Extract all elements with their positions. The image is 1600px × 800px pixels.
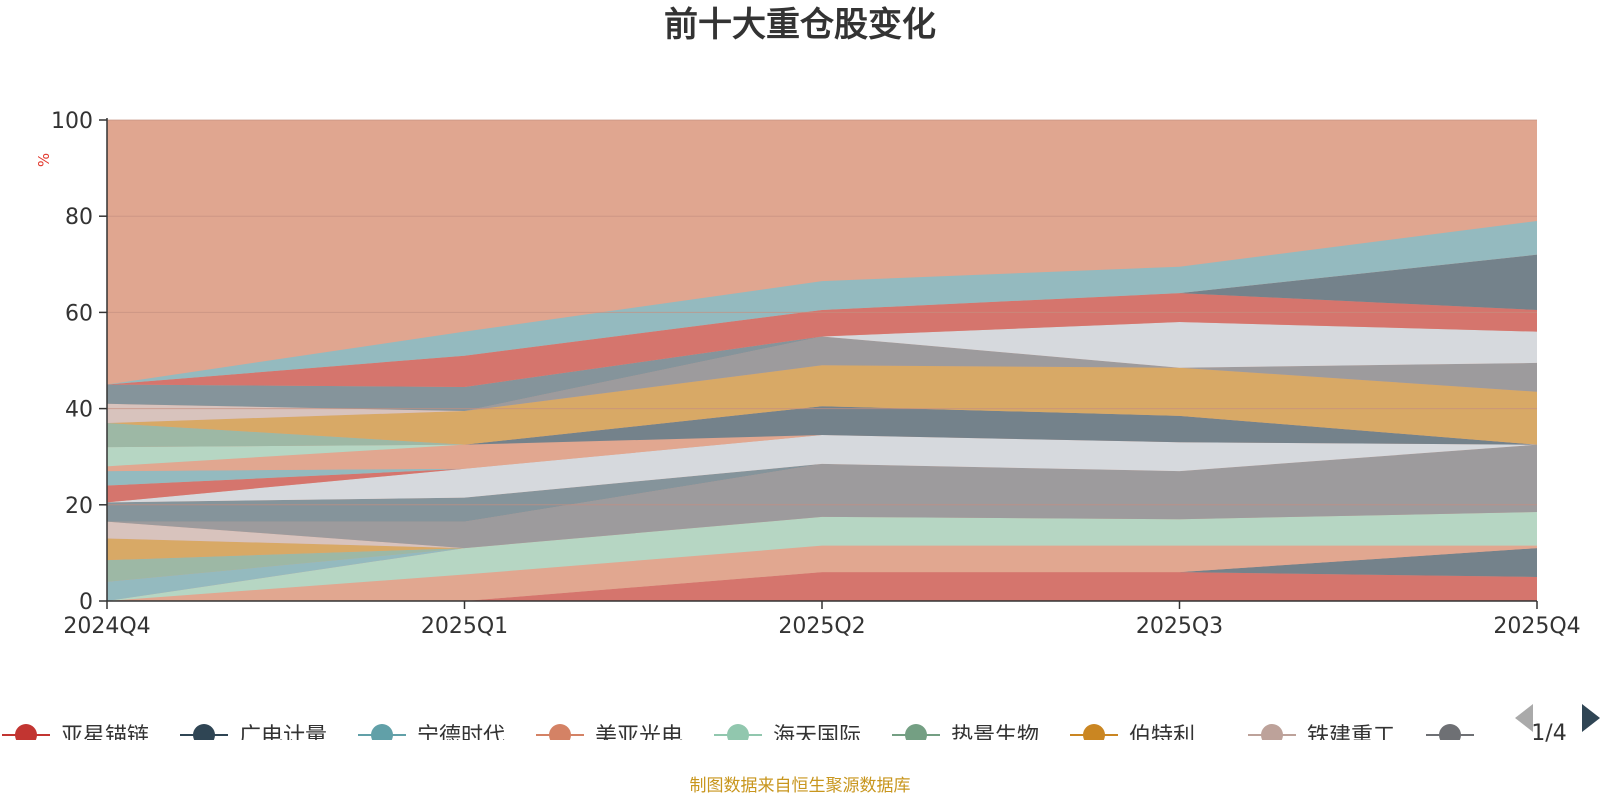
legend-label-2: 宁德时代 xyxy=(417,724,505,749)
legend-label-8: 巨星科技 xyxy=(1485,724,1573,749)
series-area-19 xyxy=(107,336,1537,424)
series-area-4 xyxy=(107,512,1537,601)
legend-label-0: 亚星锚链 xyxy=(61,724,149,749)
legend-item-6[interactable]: 伯特利 xyxy=(1070,724,1195,749)
series-area-3 xyxy=(107,512,1537,601)
x-tick-label-4: 2025Q4 xyxy=(1493,614,1580,639)
series-area-20 xyxy=(107,336,1537,412)
legend-page-indicator: 1/4 xyxy=(1531,721,1566,746)
series-area-6 xyxy=(107,512,1537,561)
legend-item-5[interactable]: 热景生物 xyxy=(892,724,1039,749)
legend-marker-7 xyxy=(1261,724,1283,740)
axes: 0 20 40 60 80 100 2024Q4 2025Q1 2025Q2 2025Q3 2025… xyxy=(51,109,1581,639)
legend: 亚星锚链 广电计量 宁德时代 美亚光电 海天国际 热景生物 伯特利 铁建重工 巨星科技 xyxy=(2,724,1573,749)
series-area-24 xyxy=(107,221,1537,385)
legend-marker-4 xyxy=(727,724,749,740)
x-tick-label-2: 2025Q2 xyxy=(778,614,865,639)
legend-label-4: 海天国际 xyxy=(773,724,861,749)
x-tick-label-0: 2024Q4 xyxy=(63,614,150,639)
legend-marker-0 xyxy=(15,724,37,740)
legend-label-7: 铁建重工 xyxy=(1307,724,1395,749)
legend-item-4[interactable]: 海天国际 xyxy=(714,724,861,749)
legend-item-1[interactable]: 广电计量 xyxy=(180,724,327,749)
y-tick-label-5: 100 xyxy=(51,109,93,134)
legend-pager: 1/4 xyxy=(1515,704,1600,746)
series-area-9 xyxy=(107,444,1537,522)
legend-next-page-icon[interactable] xyxy=(1582,704,1600,732)
legend-marker-8 xyxy=(1439,724,1461,740)
series-area-8 xyxy=(107,444,1537,549)
y-tick-label-3: 60 xyxy=(65,301,93,326)
series-area-10 xyxy=(107,435,1537,503)
series-area-21 xyxy=(107,322,1537,387)
legend-item-2[interactable]: 宁德时代 xyxy=(358,724,505,749)
legend-item-8[interactable]: 巨星科技 xyxy=(1426,724,1573,749)
y-tick-label-0: 0 xyxy=(79,590,93,615)
data-source-note: 制图数据来自恒生聚源数据库 xyxy=(690,776,911,796)
chart-title: 前十大重仓股变化 xyxy=(664,5,936,45)
series-area-15 xyxy=(107,423,1537,448)
series-area-18 xyxy=(107,336,1537,424)
series-area-2 xyxy=(107,545,1537,601)
x-tick-label-1: 2025Q1 xyxy=(421,614,508,639)
legend-prev-page-icon[interactable] xyxy=(1515,704,1533,732)
y-tick-label-4: 80 xyxy=(65,205,93,230)
legend-item-7[interactable]: 铁建重工 xyxy=(1248,724,1395,749)
legend-label-3: 美亚光电 xyxy=(595,724,683,749)
legend-label-6: 伯特利 xyxy=(1129,724,1195,749)
legend-label-1: 广电计量 xyxy=(239,724,327,749)
y-axis-unit-label: % xyxy=(35,153,53,167)
series-area-0 xyxy=(107,572,1537,601)
plot-area xyxy=(107,120,1537,601)
series-area-22 xyxy=(107,293,1537,387)
legend-marker-3 xyxy=(549,724,571,740)
legend-marker-6 xyxy=(1083,724,1105,740)
y-tick-label-1: 20 xyxy=(65,494,93,519)
legend-marker-1 xyxy=(193,724,215,740)
legend-marker-2 xyxy=(371,724,393,740)
legend-item-3[interactable]: 美亚光电 xyxy=(536,724,683,749)
series-area-13 xyxy=(107,435,1537,472)
legend-item-0[interactable]: 亚星锚链 xyxy=(2,724,149,749)
x-tick-label-3: 2025Q3 xyxy=(1136,614,1223,639)
legend-items: 亚星锚链 广电计量 宁德时代 美亚光电 海天国际 热景生物 伯特利 铁建重工 巨星科技 xyxy=(2,724,1573,749)
legend-label-5: 热景生物 xyxy=(951,724,1039,749)
y-tick-label-2: 40 xyxy=(65,398,93,423)
series-area-17 xyxy=(107,365,1537,445)
legend-marker-5 xyxy=(905,724,927,740)
